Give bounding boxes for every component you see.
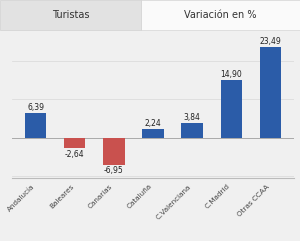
Bar [182, 123, 203, 138]
Bar [220, 80, 242, 138]
Text: 23,49: 23,49 [260, 37, 281, 46]
Text: 6,39: 6,39 [27, 103, 44, 112]
Bar [25, 113, 46, 138]
Text: 3,84: 3,84 [184, 113, 201, 121]
Text: Turistas: Turistas [52, 10, 89, 20]
Bar [64, 138, 86, 148]
Text: -6,95: -6,95 [104, 166, 124, 175]
Text: 2,24: 2,24 [145, 119, 161, 128]
Bar [142, 129, 164, 138]
Bar [103, 138, 124, 165]
Bar [260, 47, 281, 138]
Text: -2,64: -2,64 [65, 150, 85, 159]
Text: Variación en %: Variación en % [184, 10, 257, 20]
Text: 14,90: 14,90 [220, 70, 242, 79]
